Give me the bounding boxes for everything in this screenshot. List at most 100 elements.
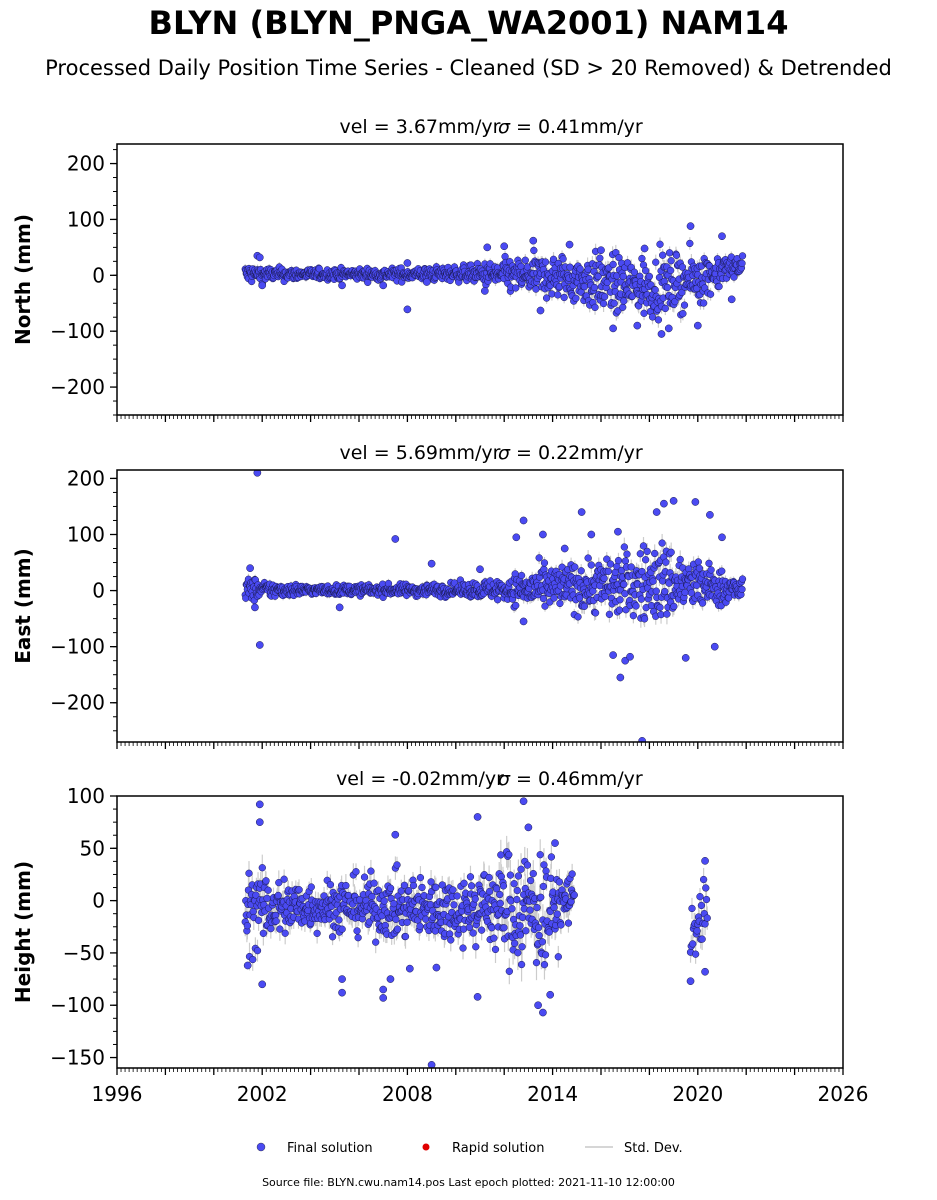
- y-tick-label: 200: [67, 466, 105, 490]
- final-solution-point: [652, 258, 660, 266]
- panel-title-velocity: vel = 3.67mm/yr: [340, 116, 501, 138]
- final-solution-point: [517, 571, 526, 580]
- final-solution-point: [605, 610, 614, 619]
- final-solution-point: [500, 242, 509, 251]
- y-axis-label: North (mm): [11, 214, 35, 345]
- final-solution-point: [577, 567, 585, 575]
- final-solution-point: [556, 599, 564, 608]
- final-solution-point: [523, 263, 532, 271]
- final-solution-point: [718, 232, 726, 241]
- final-solution-point: [678, 263, 687, 271]
- final-solution-point: [596, 254, 604, 262]
- y-tick-label: −100: [50, 319, 105, 343]
- final-solution-point: [656, 603, 664, 612]
- final-solution-point: [671, 297, 679, 306]
- final-solution-point: [519, 617, 528, 626]
- final-solution-point: [619, 303, 627, 311]
- final-solution-point: [609, 651, 617, 659]
- final-solution-point: [651, 549, 659, 558]
- final-solution-point: [620, 297, 628, 305]
- plot-area: [241, 222, 747, 338]
- final-solution-point: [664, 324, 673, 333]
- final-solution-point: [676, 555, 684, 564]
- final-solution-point: [621, 557, 630, 565]
- final-solution-point: [619, 272, 627, 281]
- final-solution-point: [246, 564, 254, 572]
- final-solution-point: [738, 259, 746, 267]
- final-solution-point: [738, 252, 747, 260]
- final-solution-point: [594, 272, 602, 281]
- final-solution-point: [686, 239, 694, 248]
- final-solution-point: [539, 594, 548, 603]
- final-solution-point: [276, 925, 284, 933]
- final-solution-point: [493, 596, 502, 604]
- final-solution-point: [738, 575, 747, 583]
- y-tick-label: −100: [50, 635, 105, 659]
- final-solution-point: [587, 530, 596, 539]
- final-solution-point: [626, 652, 634, 661]
- final-solution-point: [258, 281, 267, 290]
- final-solution-point: [730, 273, 738, 281]
- outlier-points: [253, 222, 736, 338]
- final-solution-point: [541, 602, 549, 610]
- final-solution-point: [600, 574, 608, 582]
- panel-title-velocity: vel = -0.02mm/yr: [336, 768, 504, 790]
- y-axis-ticks: −200 −100 0 100 200: [50, 466, 117, 732]
- final-solution-point: [609, 324, 617, 333]
- panel-title-velocity: vel = 5.69mm/yr: [340, 442, 501, 464]
- final-solution-point: [663, 283, 672, 292]
- final-solution-point: [640, 615, 649, 623]
- final-solution-point: [623, 550, 631, 558]
- final-solution-point: [609, 260, 617, 269]
- final-solution-point: [338, 281, 346, 290]
- panel-title-sigma: = 0.41mm/yr: [516, 116, 643, 138]
- final-solution-point: [718, 567, 726, 575]
- final-solution-point: [616, 596, 624, 604]
- final-solution-point: [272, 917, 280, 925]
- panel-east: vel = 5.69mm/yrσ = 0.22mm/yr East (mm) −200…: [11, 442, 844, 749]
- final-solution-point: [529, 236, 538, 245]
- final-solution-point: [686, 222, 695, 230]
- final-solution-point: [422, 278, 431, 286]
- final-solution-point: [691, 498, 700, 506]
- final-solution-point: [476, 565, 484, 574]
- final-solution-point: [667, 548, 675, 556]
- y-tick-label: −200: [50, 375, 105, 399]
- final-solution-point: [258, 864, 266, 872]
- final-solution-point: [672, 251, 681, 259]
- final-solution-point: [641, 556, 650, 564]
- final-solution-point: [541, 258, 550, 266]
- final-solution-point: [519, 516, 528, 525]
- final-solution-point: [679, 309, 687, 318]
- final-solution-point: [574, 613, 582, 621]
- final-solution-point: [615, 606, 624, 614]
- final-solution-point: [427, 559, 436, 568]
- final-solution-point: [678, 288, 686, 297]
- final-solution-point: [549, 255, 558, 263]
- y-tick-label: 0: [92, 579, 105, 603]
- final-solution-point: [480, 287, 489, 295]
- final-solution-point: [512, 284, 520, 292]
- final-solution-point: [245, 869, 253, 877]
- final-solution-point: [253, 946, 262, 955]
- final-solution-point: [560, 293, 568, 302]
- final-solution-point: [654, 316, 663, 324]
- y-axis-ticks: −200 −100 0 100 200: [50, 149, 117, 416]
- final-solution-point: [590, 283, 599, 292]
- final-solution-point: [706, 511, 714, 519]
- final-solution-point: [639, 542, 648, 550]
- panel-title-sigma-symbol: σ: [498, 768, 511, 790]
- final-solution-point: [629, 612, 638, 620]
- plot-area: [241, 470, 747, 742]
- final-solution-point: [627, 563, 635, 571]
- plot-area: [241, 797, 711, 1068]
- final-solution-point: [539, 530, 547, 539]
- final-solution-point: [706, 290, 715, 298]
- final-solution-point: [661, 304, 669, 313]
- final-solution-point: [670, 602, 678, 611]
- final-solution-point: [614, 556, 623, 565]
- final-solution-point: [620, 543, 628, 551]
- final-solution-point: [275, 879, 283, 887]
- y-tick-label: 100: [67, 207, 105, 231]
- final-solution-point: [264, 886, 272, 894]
